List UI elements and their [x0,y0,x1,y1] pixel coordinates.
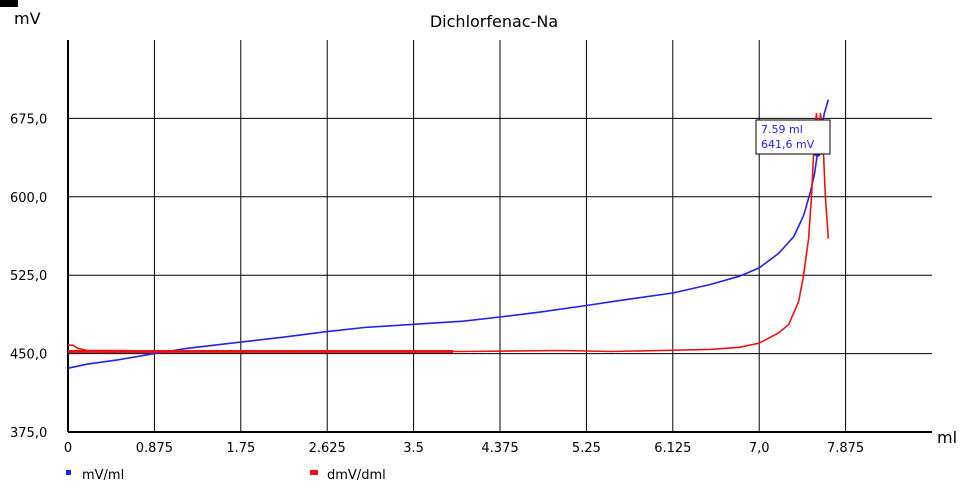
y-tick-label: 675,0 [10,112,47,127]
x-tick-label: 0.875 [136,441,173,456]
x-tick-label: 2.625 [309,441,346,456]
grid [67,40,932,433]
annotation-y-value: 641,6 mV [761,138,815,151]
y-tick-labels: 375,0 450,0 525,0 600,0 675,0 [10,112,47,441]
x-tick-label: 5.25 [572,441,601,456]
x-tick-label: 0 [64,441,72,456]
x-tick-labels: 0 0.875 1.75 2.625 3.5 4.375 5.25 6.125 7,0 7.875 [64,441,864,456]
x-tick-label: 4.375 [481,441,518,456]
chart-title: Dichlorfenac-Na [430,12,558,31]
legend-label-dmv: dmV/dml [327,468,386,483]
x-tick-label: 6.125 [654,441,691,456]
legend-swatch-dmv [310,470,318,475]
x-tick-label: 7.875 [827,441,864,456]
legend-label-mv: mV/ml [82,468,124,483]
corner-marker [0,0,18,7]
x-axis-unit: ml [937,428,957,447]
annotation-box [755,119,831,155]
x-tick-label: 3.5 [403,441,424,456]
legend-swatch-mv [66,470,71,475]
y-tick-label: 600,0 [10,191,47,206]
legend: mV/ml dmV/dml [66,468,386,483]
y-tick-label: 525,0 [10,269,47,284]
annotation: 7.59 ml 641,6 mV [755,119,831,157]
y-axis-unit: mV [14,9,41,28]
x-tick-label: 1.75 [226,441,255,456]
y-tick-label: 450,0 [10,348,47,363]
y-tick-label: 375,0 [10,426,47,441]
x-tick-label: 7,0 [749,441,770,456]
annotation-x-value: 7.59 ml [761,123,803,136]
